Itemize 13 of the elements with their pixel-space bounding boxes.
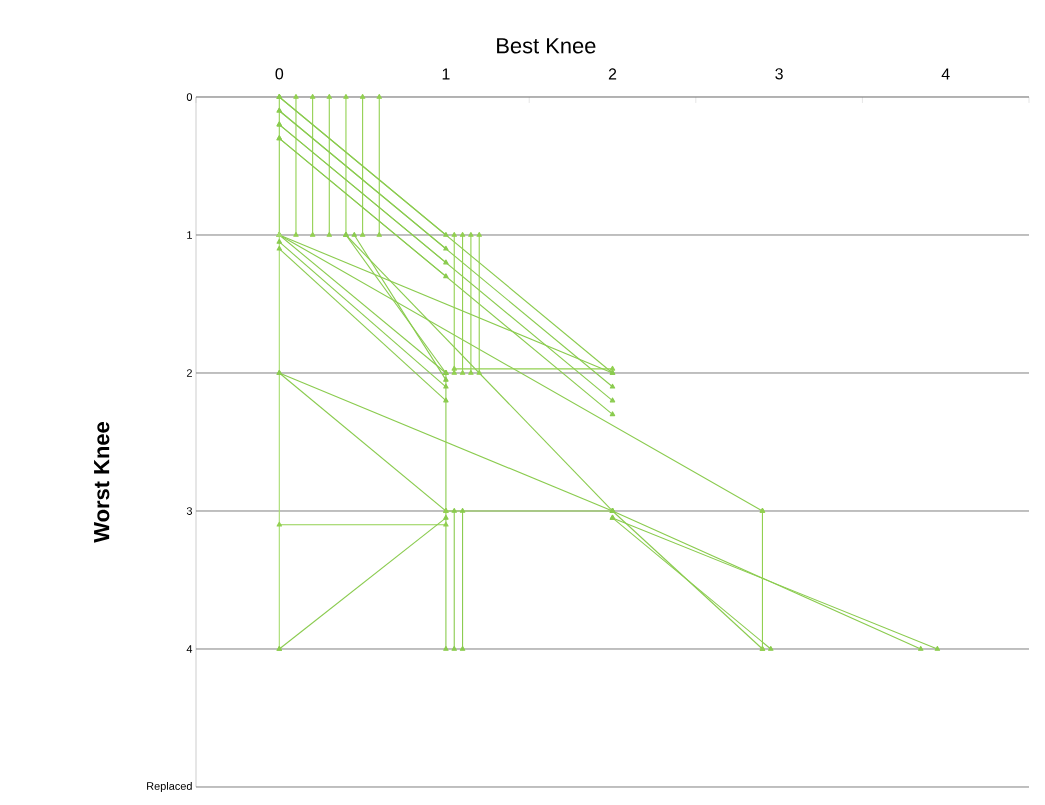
x-tick-label: 1 — [442, 68, 450, 80]
y-tick-label: 1 — [187, 231, 192, 239]
y-tick-label: 4 — [186, 645, 193, 653]
x-axis-title: Best Knee — [497, 38, 596, 54]
y-tick-label: 3 — [186, 507, 192, 515]
y-tick-label: 2 — [186, 369, 192, 377]
x-tick-label: 3 — [775, 68, 783, 80]
x-tick-label: 0 — [275, 68, 284, 80]
y-axis-title: Worst Knee — [94, 422, 110, 543]
x-tick-label: 4 — [941, 68, 950, 80]
y-tick-label: Replaced — [147, 781, 192, 793]
x-tick-label: 2 — [608, 68, 617, 80]
y-tick-label: 0 — [186, 93, 193, 101]
